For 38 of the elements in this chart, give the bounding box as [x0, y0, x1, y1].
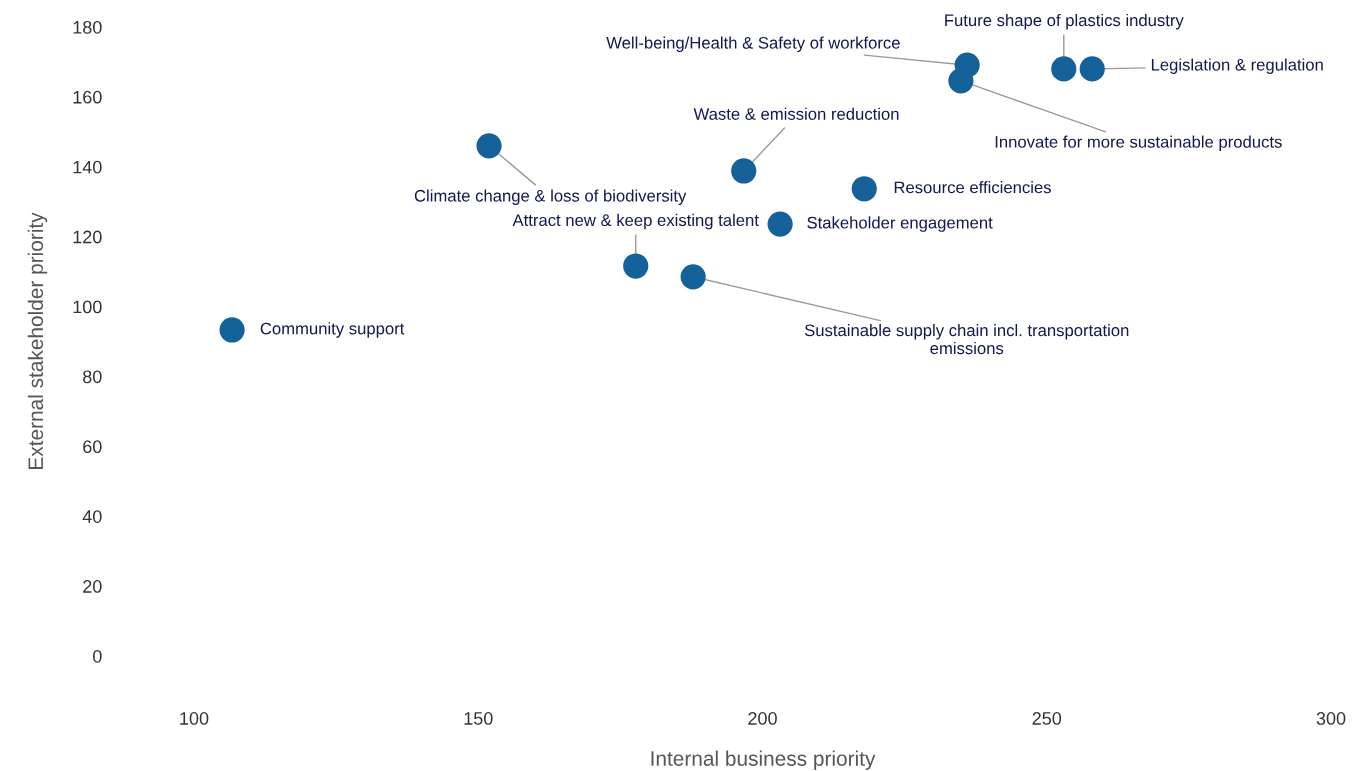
x-tick-label: 200 — [748, 712, 777, 725]
annotation: Attract new & keep existing talent — [512, 213, 759, 230]
annotation: Stakeholder engagement — [807, 216, 993, 232]
annotation: Resource efficiencies — [894, 181, 1051, 194]
x-tick-label: 300 — [1316, 712, 1346, 725]
annotation: Well-being/Health & Safety of workforce — [606, 36, 900, 53]
x-tick-label: 250 — [1032, 712, 1062, 725]
x-tick-label: 150 — [464, 712, 493, 725]
annotation: Innovate for more sustainable products — [995, 135, 1282, 152]
y-tick-label: 180 — [73, 20, 102, 34]
annotation: Waste & emission reduction — [693, 107, 899, 120]
point — [767, 211, 793, 237]
point — [1051, 56, 1077, 82]
point — [476, 133, 502, 159]
y-tick-label: 60 — [83, 440, 102, 454]
point — [954, 52, 980, 78]
y-tick-label: 140 — [73, 160, 102, 174]
point — [623, 253, 649, 279]
x-axis-title: Internal business priority — [651, 750, 876, 771]
y-tick-label: 120 — [73, 230, 102, 244]
point — [851, 176, 877, 202]
y-tick-label: 20 — [83, 580, 102, 593]
y-tick-label: 0 — [93, 649, 102, 663]
point — [731, 158, 757, 184]
point — [680, 264, 706, 290]
y-tick-label: 40 — [82, 510, 102, 523]
annotation: Sustainable supply chain incl. transportation emissions — [804, 324, 1129, 355]
point — [219, 317, 245, 343]
annotation: Climate change & loss of biodiversity — [414, 189, 687, 205]
annotation: Legislation & regulation — [1151, 58, 1323, 74]
annotation: Future shape of plastics industry — [945, 13, 1184, 30]
y-tick-label: 80 — [83, 370, 102, 384]
y-axis-title: External stakeholder priority — [27, 212, 48, 469]
y-tick-label: 100 — [73, 300, 102, 314]
annotation: Community support — [260, 322, 405, 338]
y-tick-label: 160 — [73, 90, 102, 104]
x-tick-label: 100 — [180, 712, 209, 725]
point — [1079, 56, 1105, 82]
